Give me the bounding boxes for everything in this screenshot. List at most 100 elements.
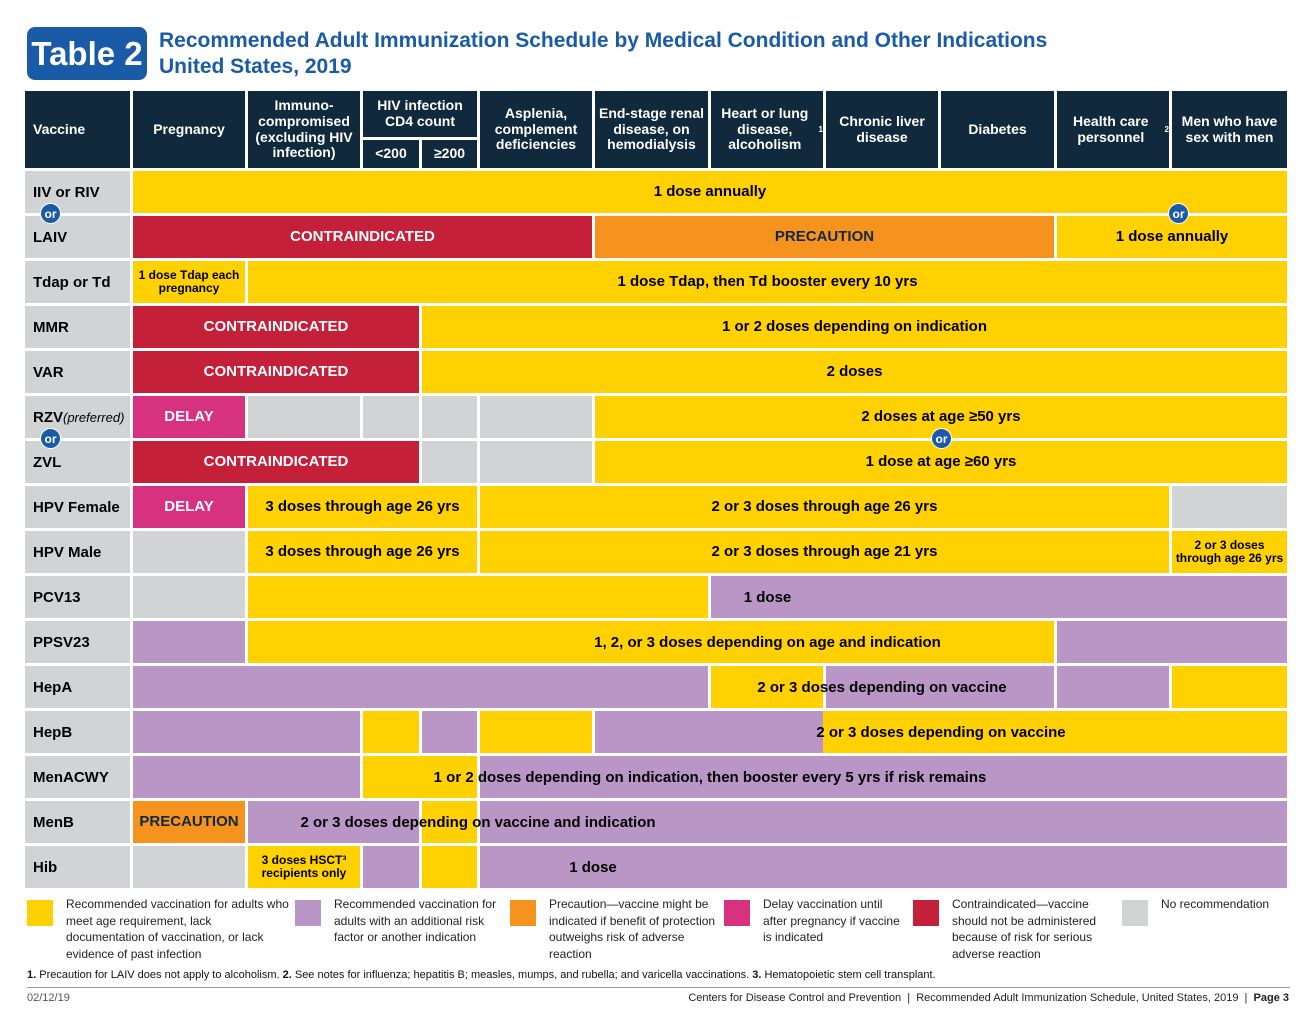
header-diabetes: Diabetes [941, 91, 1054, 168]
cell-hib-block-5-12 [480, 846, 1287, 888]
header-renal-label: End-stage renal disease, on hemodialysis [598, 104, 705, 153]
legend-swatch-orange [510, 900, 536, 926]
iiv-laiv-dash-label [25, 214, 130, 216]
table-badge: Table 2 [27, 27, 147, 80]
footnote-1-number: 1. [27, 969, 37, 981]
footer-date: 02/12/19 [27, 992, 70, 1004]
cell-ppsv23-block-10-12 [1057, 621, 1287, 663]
header-liver: Chronic liver disease [826, 91, 938, 168]
legend-text-orange: Precaution—vaccine might be indicated if… [549, 897, 716, 961]
cell-hpvm-hpvm_rest: 2 or 3 doses through age 21 yrs [480, 531, 1169, 573]
header-heart-label: Heart or lung disease, alcoholism [721, 104, 809, 153]
row-label-hpvm-text: HPV Male [33, 543, 102, 561]
cell-hib-block-4-5 [422, 846, 477, 888]
header-heart: Heart or lung disease, alcoholism 1 [711, 91, 823, 168]
header-hiv-lt200: <200 [363, 140, 419, 168]
row-label-laiv: LAIV [25, 216, 130, 258]
page-title: Recommended Adult Immunization Schedule … [159, 29, 1048, 52]
cell-laiv-laiv_contra: CONTRAINDICATED [133, 216, 592, 258]
cell-var-var_rest: 2 doses [422, 351, 1287, 393]
cell-rzv-block-2-3 [248, 396, 360, 438]
row-label-zvl: ZVL [25, 441, 130, 483]
cell-tdap-tdap_preg: 1 dose Tdap each pregnancy [133, 261, 245, 303]
rzv-zvl-dash-label [25, 439, 130, 441]
row-label-hib: Hib [25, 846, 130, 888]
cell-mmr-mmr_contra: CONTRAINDICATED [133, 306, 419, 348]
cell-ppsv23-block-2-10 [248, 621, 1054, 663]
legend-text-red: Contraindicated—vaccine should not be ad… [952, 897, 1097, 961]
row-label-hpvm: HPV Male [25, 531, 130, 573]
legend-swatch-magenta [724, 900, 750, 926]
header-hiv: HIV infection CD4 count [363, 91, 477, 137]
cell-pcv13-block-2-7 [248, 576, 708, 618]
footnote-2-number: 2. [282, 969, 292, 981]
footnote-3: Hematopoietic stem cell transplant. [761, 969, 936, 981]
row-label-rzv-text: RZV [33, 408, 63, 426]
cell-menacwy-block-5-12 [480, 756, 1287, 798]
cell-zvl-zvl_contra: CONTRAINDICATED [133, 441, 419, 483]
rzv-zvl-or-badge: or [931, 428, 952, 449]
cell-hepa-block-8-10 [826, 666, 1054, 708]
cell-hepa-block-11-12 [1172, 666, 1287, 708]
row-label-rzv: RZV (preferred) [25, 396, 130, 438]
cell-hpvf-hpvf_immuno: 3 doses through age 26 yrs [248, 486, 477, 528]
cell-hepb-block-4-5 [422, 711, 477, 753]
row-label-hepa-text: HepA [33, 678, 73, 696]
row-label-var-text: VAR [33, 363, 64, 381]
page-subtitle: United States, 2019 [159, 55, 352, 78]
cell-rzv-block-5-6 [480, 396, 592, 438]
header-heart-footnote: 1 [818, 124, 823, 134]
row-label-mmr-text: MMR [33, 318, 69, 336]
row-label-iiv-text: IIV or RIV [33, 183, 100, 201]
header-vaccine: Vaccine [25, 91, 130, 168]
footer-doc: Recommended Adult Immunization Schedule,… [916, 992, 1239, 1004]
cell-hpvm-hpvm_msm: 2 or 3 doses through age 26 yrs [1172, 531, 1287, 573]
cell-zvl-block-5-6 [480, 441, 592, 483]
cell-hib-block-1-2 [133, 846, 245, 888]
row-label-hib-text: Hib [33, 858, 58, 876]
row-label-menb-text: MenB [33, 813, 74, 831]
row-label-hpvf: HPV Female [25, 486, 130, 528]
header-pregnancy-label: Pregnancy [153, 120, 225, 137]
legend-text-magenta: Delay vaccination until after pregnancy … [763, 897, 900, 945]
header-vaccine-label: Vaccine [33, 120, 86, 137]
cell-laiv-laiv_annual: 1 dose annually [1057, 216, 1287, 258]
row-label-var: VAR [25, 351, 130, 393]
legend-text-gray: No recommendation [1161, 897, 1270, 911]
legend-swatch-gray [1122, 900, 1148, 926]
footnotes: 1. Precaution for LAIV does not apply to… [27, 969, 936, 981]
row-label-hpvf-text: HPV Female [33, 498, 120, 516]
row-label-pcv13-text: PCV13 [33, 588, 81, 606]
cell-rzv-block-4-5 [422, 396, 477, 438]
row-label-hepb: HepB [25, 711, 130, 753]
row-label-hepa: HepA [25, 666, 130, 708]
cell-menb-block-5-12 [480, 801, 1287, 843]
footer-page: Page 3 [1253, 992, 1289, 1004]
row-label-zvl-text: ZVL [33, 453, 62, 471]
header-pregnancy: Pregnancy [133, 91, 245, 168]
row-label-laiv-text: LAIV [33, 228, 68, 246]
footer-rule [27, 987, 1290, 988]
header-asplenia: Asplenia, complement deficiencies [480, 91, 592, 168]
legend-text-purple: Recommended vaccination for adults with … [334, 897, 497, 945]
header-immuno-label: Immuno-compromised (excluding HIV infect… [255, 96, 353, 161]
cell-pcv13-block-1-2 [133, 576, 245, 618]
footnote-3-number: 3. [752, 969, 762, 981]
cell-hpvm-block-1-2 [133, 531, 245, 573]
cell-menb-block-2-4 [248, 801, 419, 843]
header-renal: End-stage renal disease, on hemodialysis [595, 91, 708, 168]
header-liver-label: Chronic liver disease [839, 112, 925, 145]
cell-laiv-laiv_prec: PRECAUTION [595, 216, 1054, 258]
cell-hib-block-3-4 [363, 846, 419, 888]
header-hcp: Health care personnel 2 [1057, 91, 1169, 168]
legend-swatch-red [913, 900, 939, 926]
cell-rzv-block-3-4 [363, 396, 419, 438]
cell-pcv13-block-7-12 [711, 576, 1287, 618]
header-msm-label: Men who have sex with men [1181, 112, 1278, 145]
cell-hepb-block-heart [595, 711, 823, 753]
cell-zvl-zvl_rest: 1 dose at age ≥60 yrs [595, 441, 1287, 483]
header-hcp-footnote: 2 [1164, 124, 1169, 134]
cell-hepb-block-3-4 [363, 711, 419, 753]
cell-hepb-block-1-3 [133, 711, 360, 753]
row-label-tdap-text: Tdap or Td [33, 273, 111, 291]
